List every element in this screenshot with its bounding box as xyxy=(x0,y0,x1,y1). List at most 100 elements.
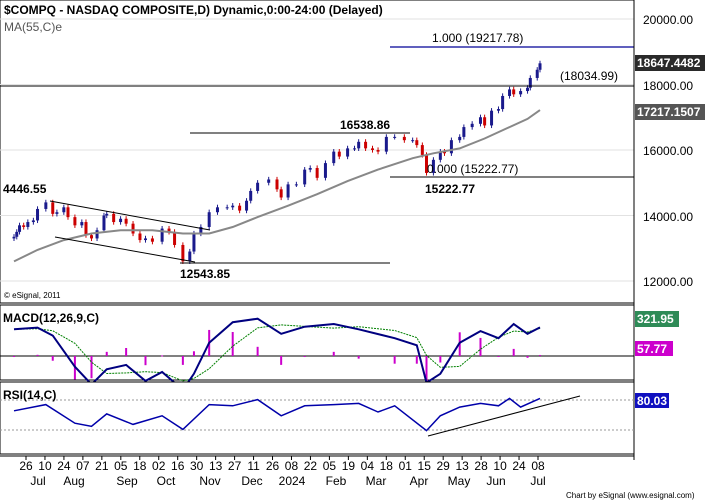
candle-body xyxy=(415,140,419,146)
candle-body xyxy=(173,231,177,245)
candle-body xyxy=(249,190,253,201)
candle-body xyxy=(80,222,84,226)
rsi-value-tag xyxy=(635,393,669,408)
candle-body xyxy=(66,207,70,218)
candle-body xyxy=(411,140,415,142)
candle-body xyxy=(315,168,319,178)
macd-histogram-bar xyxy=(425,356,428,384)
candle-body xyxy=(337,151,341,157)
macd-value-tag xyxy=(635,311,679,327)
x-month-label: Jul xyxy=(30,474,45,488)
last-price-tag xyxy=(635,55,705,71)
candle-body xyxy=(478,117,482,124)
macd-histogram-bar xyxy=(36,354,39,356)
candle-body xyxy=(490,110,494,126)
macd-histogram-bar xyxy=(479,337,482,356)
macd-histogram-bar xyxy=(13,356,15,357)
candle-body xyxy=(44,202,48,209)
x-day-label: 04 xyxy=(361,459,375,473)
macd-histogram-bar xyxy=(90,356,93,379)
x-day-label: 08 xyxy=(285,459,299,473)
candle-body xyxy=(384,136,388,152)
rsi-panel: RSI(14,C) 80.03 xyxy=(0,381,669,455)
x-month-label: Sep xyxy=(116,474,138,488)
candle-body xyxy=(238,205,242,211)
rsi-line xyxy=(13,397,541,432)
x-day-label: 08 xyxy=(531,459,545,473)
x-month-label: Apr xyxy=(410,474,429,488)
channel-top-line xyxy=(49,200,211,231)
candle-body xyxy=(442,151,446,154)
candle-body xyxy=(346,148,350,157)
candle-body xyxy=(357,141,361,149)
rsi-value: 80.03 xyxy=(637,394,667,408)
candle-body xyxy=(353,148,357,150)
x-month-label: Dec xyxy=(241,474,262,488)
x-month-label: Jun xyxy=(486,474,505,488)
candle-body xyxy=(496,109,500,111)
candle-body xyxy=(12,236,16,239)
ma-value-tag xyxy=(635,104,705,120)
macd-histogram-bar xyxy=(51,356,54,361)
candle-body xyxy=(364,141,368,149)
candle-body xyxy=(150,238,154,242)
x-month-label: Aug xyxy=(63,474,84,488)
price-tick-label: 16000.00 xyxy=(643,144,693,158)
price-panel: $COMPQ - NASDAQ COMPOSITE,D) Dynamic,0:0… xyxy=(0,0,635,304)
level-19217-label: 1.000 (19217.78) xyxy=(432,31,523,45)
macd-histogram-bar xyxy=(125,348,128,356)
x-month-label: Jul xyxy=(530,474,545,488)
x-day-label: 22 xyxy=(304,459,318,473)
candle-body xyxy=(371,148,375,150)
macd-histogram-bar xyxy=(497,356,500,357)
pivot-16538-label: 16538.86 xyxy=(340,118,390,132)
signal-value: 57.77 xyxy=(637,342,667,356)
macd-line xyxy=(13,317,541,392)
x-day-label: 27 xyxy=(228,459,242,473)
macd-histogram-bar xyxy=(415,356,418,364)
footer-credit: Chart by eSignal (www.esignal.com) xyxy=(566,491,695,500)
macd-histogram-bar xyxy=(539,354,541,356)
candle-body xyxy=(26,222,30,227)
x-day-label: 26 xyxy=(19,459,33,473)
candle-body xyxy=(323,163,327,178)
x-axis: 26 10 24 07 21 05 18 02 16 30 13 27 11 26 08 22 05 19 04 18… xyxy=(0,455,695,500)
x-day-label: 13 xyxy=(209,459,223,473)
candle-body xyxy=(279,189,283,198)
candle-body xyxy=(119,218,123,223)
candle-body xyxy=(73,217,77,226)
candle-body xyxy=(225,207,229,209)
candle-body xyxy=(84,222,88,236)
candle-body xyxy=(160,228,164,242)
x-day-label: 02 xyxy=(152,459,166,473)
level-18034-label: (18034.99) xyxy=(560,69,618,83)
candle-body xyxy=(256,182,260,191)
candle-body xyxy=(22,225,26,227)
macd-histogram-bar xyxy=(526,356,529,358)
x-day-label: 19 xyxy=(342,459,356,473)
chart-title: $COMPQ - NASDAQ COMPOSITE,D) Dynamic,0:0… xyxy=(4,3,383,17)
macd-histogram-bar xyxy=(332,351,335,356)
macd-histogram-bar xyxy=(256,346,259,356)
macd-histogram-bar xyxy=(512,348,515,356)
macd-histogram-bar xyxy=(280,356,283,365)
candle-body xyxy=(420,145,424,155)
candle-body xyxy=(112,213,116,223)
candle-body xyxy=(199,226,203,234)
candle-body xyxy=(95,230,99,239)
candle-body xyxy=(303,169,307,185)
candle-body xyxy=(18,225,22,232)
x-month-label: Oct xyxy=(157,474,176,488)
x-day-label: 26 xyxy=(266,459,280,473)
x-month-label: Feb xyxy=(326,474,347,488)
candle-body xyxy=(267,179,271,183)
macd-histogram-bar xyxy=(303,356,306,357)
x-month-label: May xyxy=(448,474,471,488)
x-day-label: 21 xyxy=(95,459,109,473)
candle-body xyxy=(535,69,539,78)
x-day-label: 29 xyxy=(437,459,451,473)
candle-body xyxy=(62,207,66,213)
candle-body xyxy=(376,150,380,152)
macd-histogram-bar xyxy=(144,356,147,366)
candle-body xyxy=(470,123,474,128)
